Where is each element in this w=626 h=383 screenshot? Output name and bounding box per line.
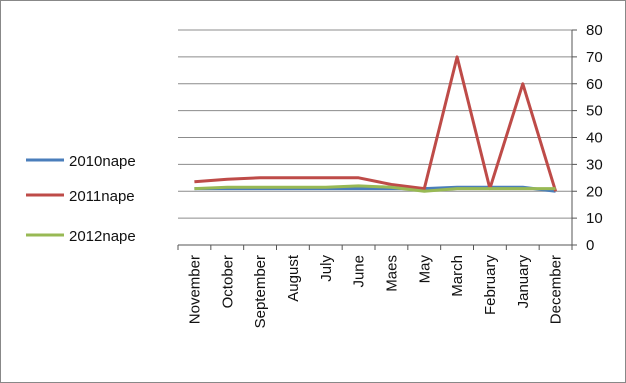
series-line-2011nape — [194, 55, 558, 192]
legend: 2010nape 2011nape 2012nape — [26, 153, 136, 245]
y-tick-label: 20 — [586, 183, 603, 200]
series-lines — [194, 55, 558, 193]
y-tick-label: 40 — [586, 130, 603, 147]
y-tick-label: 70 — [586, 49, 603, 66]
y-tick-label: 60 — [586, 76, 603, 93]
x-tick-label: October — [219, 255, 236, 308]
axes — [177, 29, 577, 250]
y-tick-label: 10 — [586, 210, 603, 227]
gridlines — [178, 29, 572, 219]
y-tick-label: 0 — [586, 237, 594, 254]
legend-label: 2011nape — [69, 188, 135, 205]
x-tick-label: May — [416, 255, 433, 284]
y-tick-label: 50 — [586, 103, 603, 120]
x-tick-label: September — [252, 255, 269, 328]
x-tick-label: March — [449, 255, 466, 297]
x-tick-label: November — [186, 255, 203, 324]
x-axis-ticks: November October September August July June Ma… — [186, 254, 564, 328]
x-tick-label: June — [351, 255, 368, 288]
legend-label: 2012nape — [69, 228, 136, 245]
x-tick-label: Maes — [383, 255, 400, 292]
x-tick-label: February — [482, 255, 499, 316]
x-tick-label: August — [285, 254, 302, 302]
y-tick-label: 30 — [586, 156, 603, 173]
series-line-2012nape — [194, 184, 556, 193]
x-tick-label: December — [548, 255, 565, 324]
legend-label: 2010nape — [69, 153, 136, 170]
y-tick-label: 80 — [586, 22, 603, 39]
x-tick-label: January — [515, 255, 532, 309]
x-tick-label: July — [318, 255, 335, 282]
y-axis-ticks: 0 10 20 30 40 50 60 70 80 — [586, 22, 603, 254]
